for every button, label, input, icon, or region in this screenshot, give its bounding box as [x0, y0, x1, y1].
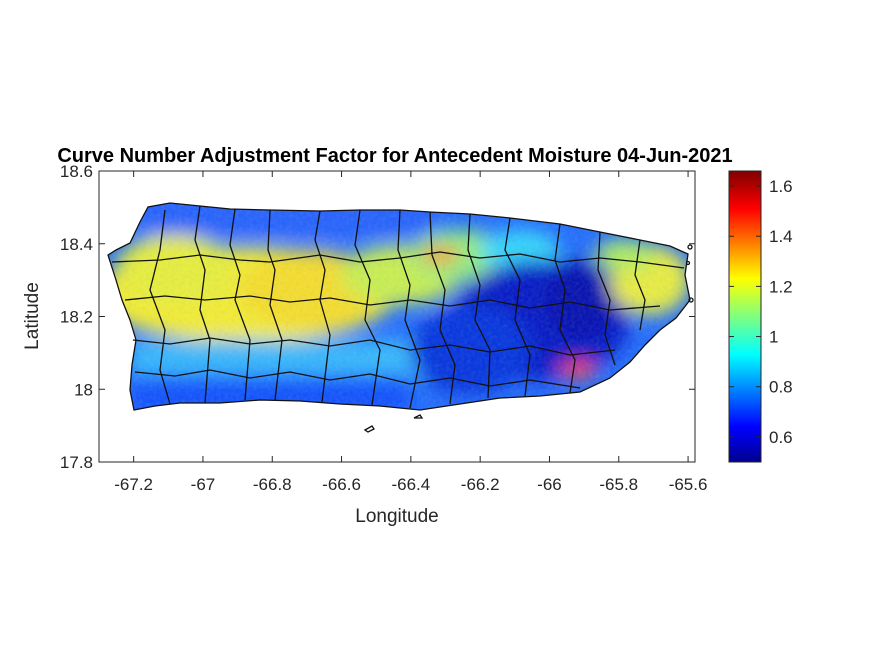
x-axis-ticks: -67.2 -67 -66.8 -66.6 -66.4 -66.2 -66 -65.8 -65.… — [114, 171, 707, 494]
y-tick-label: 18.4 — [60, 235, 93, 254]
colorbar-tick-label: 0.6 — [769, 428, 793, 447]
colorbar-tick-label: 1.2 — [769, 277, 793, 296]
heatmap-field — [108, 203, 690, 410]
x-tick-label: -65.6 — [669, 475, 708, 494]
y-axis-ticks: 17.8 18 18.2 18.4 18.6 — [60, 162, 695, 472]
chart-title: Curve Number Adjustment Factor for Antec… — [57, 145, 732, 167]
x-tick-label: -66.2 — [461, 475, 500, 494]
municipality-boundaries — [107, 202, 691, 411]
colorbar-ticks: 0.6 0.8 1 1.2 1.4 1.6 — [729, 177, 793, 447]
x-tick-label: -66.6 — [322, 475, 361, 494]
x-tick-label: -65.8 — [599, 475, 638, 494]
offshore-islets — [363, 244, 694, 433]
x-tick-label: -66.4 — [391, 475, 430, 494]
y-tick-label: 18.2 — [60, 308, 93, 327]
colorbar-gradient — [728, 170, 762, 463]
colorbar: 0.6 0.8 1 1.2 1.4 1.6 — [728, 170, 793, 463]
y-tick-label: 18.6 — [60, 162, 93, 181]
colorbar-tick-label: 1 — [769, 328, 778, 347]
y-axis-label: Latitude — [22, 282, 43, 350]
colorbar-tick-label: 0.8 — [769, 378, 793, 397]
x-tick-label: -66.8 — [253, 475, 292, 494]
x-axis-label: Longitude — [355, 506, 438, 527]
y-tick-label: 18 — [74, 380, 93, 399]
x-tick-label: -67.2 — [114, 475, 153, 494]
x-tick-label: -66 — [537, 475, 562, 494]
y-tick-label: 17.8 — [60, 453, 93, 472]
x-tick-label: -67 — [191, 475, 216, 494]
colorbar-tick-label: 1.6 — [769, 177, 793, 196]
colorbar-tick-label: 1.4 — [769, 227, 793, 246]
